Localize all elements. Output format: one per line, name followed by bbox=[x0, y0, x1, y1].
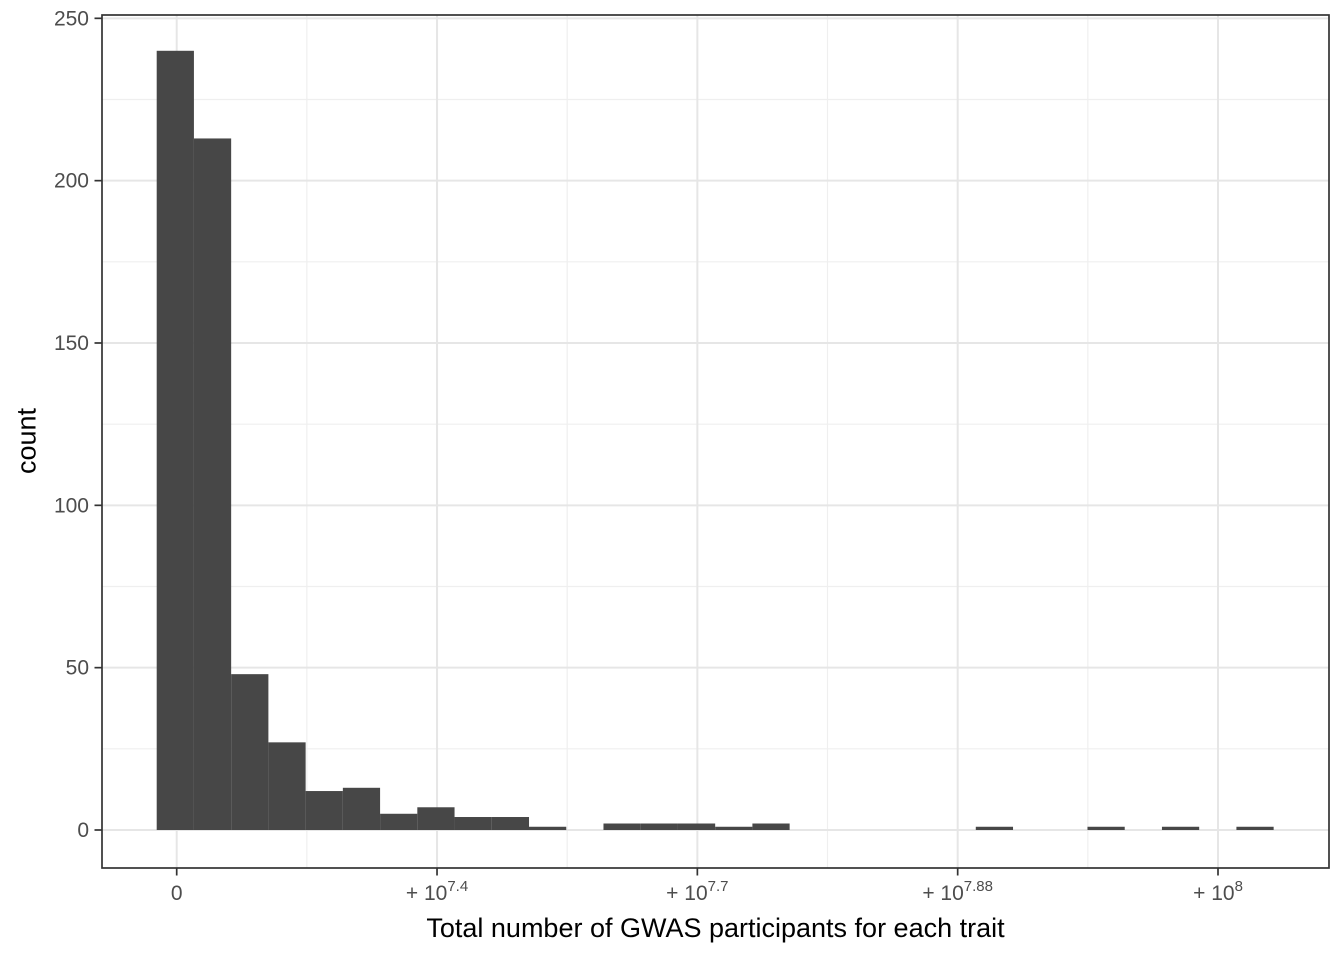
histogram-bar bbox=[193, 138, 232, 831]
y-tick-label: 200 bbox=[54, 170, 89, 193]
panel-border bbox=[101, 14, 1330, 869]
histogram-bar bbox=[454, 817, 492, 830]
histogram-bar bbox=[1087, 826, 1125, 830]
x-tick-label: + 107.7 bbox=[666, 878, 728, 905]
y-tick-label: 150 bbox=[54, 332, 89, 355]
y-axis-title: count bbox=[11, 407, 42, 475]
histogram-bar bbox=[715, 826, 753, 830]
histogram-bar bbox=[1161, 826, 1200, 830]
histogram-bar bbox=[305, 791, 343, 830]
histogram-bar bbox=[156, 50, 194, 831]
y-tick-label: 0 bbox=[77, 819, 89, 842]
histogram-bar bbox=[231, 674, 269, 830]
x-tick-label: + 107.4 bbox=[406, 878, 468, 905]
x-axis-title: Total number of GWAS participants for ea… bbox=[426, 913, 1005, 943]
y-tick-label: 100 bbox=[54, 494, 89, 517]
histogram-bar bbox=[752, 823, 790, 830]
histogram-bar bbox=[1236, 826, 1274, 830]
histogram-bar bbox=[342, 787, 381, 830]
histogram-bar bbox=[417, 807, 455, 830]
x-tick-label: 0 bbox=[171, 882, 183, 905]
histogram-bar bbox=[529, 826, 567, 830]
histogram-bar bbox=[677, 823, 716, 830]
histogram-bar bbox=[491, 817, 530, 830]
x-tick-label: + 107.88 bbox=[922, 878, 993, 905]
y-tick-label: 250 bbox=[54, 7, 89, 30]
histogram-bar bbox=[603, 823, 641, 830]
histogram-bar bbox=[975, 826, 1014, 830]
histogram-bar bbox=[268, 742, 306, 830]
histogram-bar bbox=[380, 813, 418, 830]
x-tick-label: + 108 bbox=[1193, 878, 1243, 905]
y-tick-label: 50 bbox=[66, 657, 89, 680]
histogram-bar bbox=[640, 823, 678, 830]
